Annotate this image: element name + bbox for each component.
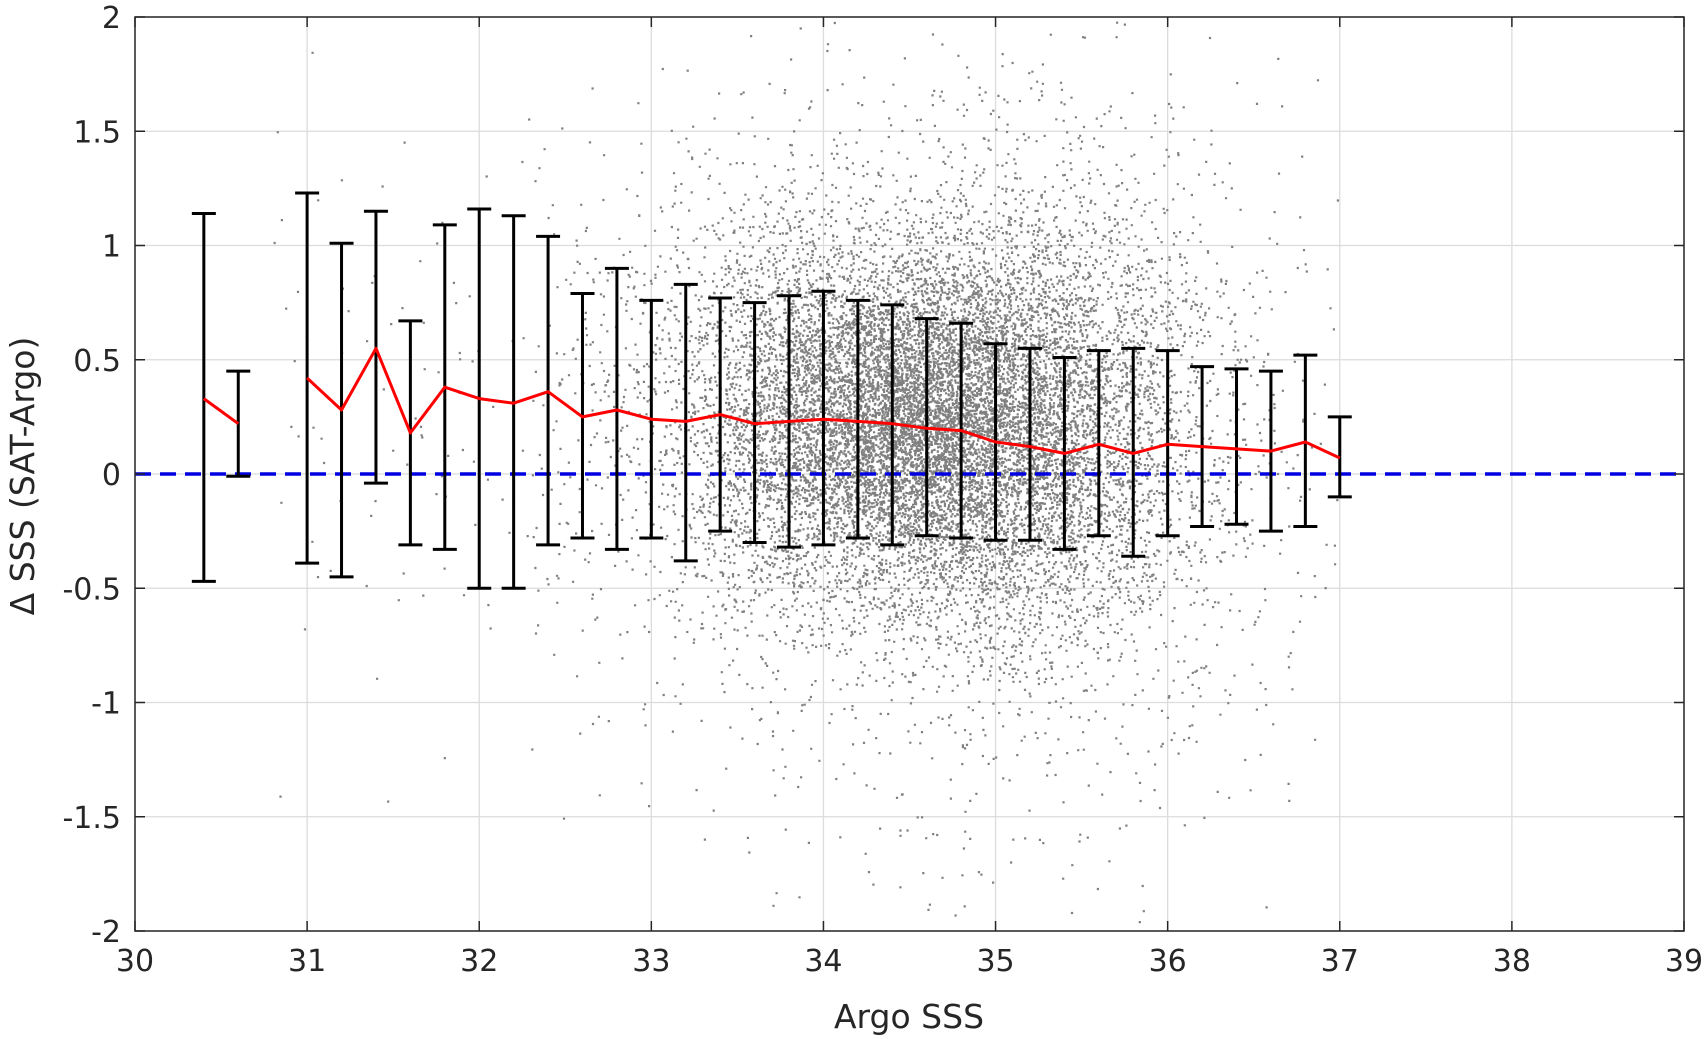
x-tick-label: 38 [1493, 944, 1531, 979]
x-tick-label: 36 [1149, 944, 1187, 979]
mean-line [202, 397, 240, 425]
y-tick-label: -2 [91, 915, 121, 950]
y-tick-label: 1 [102, 230, 121, 265]
y-tick-label: -0.5 [62, 572, 121, 607]
x-tick-label: 34 [804, 944, 842, 979]
error-bar [845, 298, 870, 540]
y-tick-label: 1.5 [73, 115, 121, 150]
axes [134, 16, 1685, 932]
y-tick-label: 0.5 [73, 344, 121, 379]
y-tick-label: 0 [102, 458, 121, 493]
x-tick-label: 30 [116, 944, 154, 979]
y-axis-title: Δ SSS (SAT-Argo) [3, 337, 42, 616]
y-tick-label: -1.5 [62, 801, 121, 836]
error-bar [1017, 346, 1042, 542]
scatter-dots [273, 21, 1339, 924]
x-tick-label: 37 [1321, 944, 1359, 979]
mean-line-group [202, 346, 1341, 460]
scatter-points [273, 21, 1339, 924]
x-axis-title: Argo SSS [834, 997, 984, 1036]
x-tick-label: 33 [632, 944, 670, 979]
y-tick-label: -1 [91, 687, 121, 722]
tick-labels: 30 31 32 33 34 35 36 37 38 39 -2 -1.5 -1 -0.5 0 0.5 1 1.5… [62, 1, 1703, 979]
y-tick-label: 2 [102, 1, 121, 36]
error-bars [191, 191, 1352, 590]
mean-line [306, 346, 1341, 460]
error-bar [1224, 367, 1249, 526]
x-tick-label: 35 [976, 944, 1014, 979]
x-tick-label: 39 [1665, 944, 1703, 979]
error-bar [191, 212, 216, 583]
x-tick-label: 31 [288, 944, 326, 979]
x-tick-label: 32 [460, 944, 498, 979]
